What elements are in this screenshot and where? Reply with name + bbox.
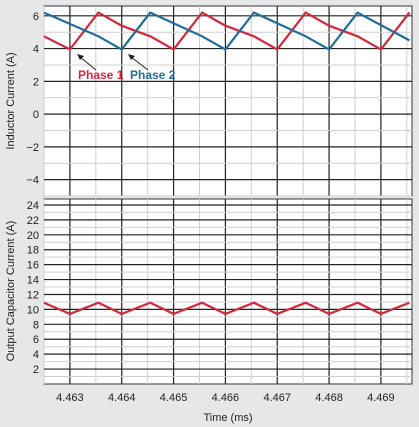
x-axis-label: Time (ms) — [203, 412, 252, 424]
x-tick-label: 4.466 — [212, 392, 240, 404]
x-tick-label: 4.464 — [108, 392, 136, 404]
bottom-y-tick-label: 6 — [33, 334, 39, 346]
phase-2-arrow — [130, 56, 149, 71]
top-y-tick-label: −2 — [26, 142, 39, 154]
bottom-y-tick-label: 4 — [33, 349, 39, 361]
x-tick-label: 4.465 — [160, 392, 188, 404]
x-tick-label: 4.467 — [263, 392, 291, 404]
bottom-y-tick-label: 24 — [27, 200, 39, 212]
bottom-plot-area — [43, 198, 413, 385]
top-plot-area — [43, 5, 413, 197]
top-y-tick-label: 4 — [33, 44, 39, 56]
top-y-tick-label: 6 — [33, 11, 39, 23]
bottom-y-tick-label: 2 — [33, 364, 39, 376]
top-y-tick-label: 2 — [33, 76, 39, 88]
x-tick-label: 4.463 — [56, 392, 84, 404]
top-series-phase-1-line — [43, 11, 411, 51]
bottom-y-tick-label: 22 — [27, 215, 39, 227]
bottom-series-output-current-line — [43, 301, 410, 316]
phase-1-arrowhead — [77, 54, 84, 60]
bottom-y-tick-label: 18 — [27, 245, 39, 257]
top-y-tick-label: 0 — [33, 109, 39, 121]
bottom-y-tick-label: 8 — [33, 319, 39, 331]
phase-2-arrowhead — [128, 54, 135, 60]
top-series-phase-2-line — [43, 11, 410, 51]
bottom-y-tick-label: 12 — [27, 289, 39, 301]
phase-1-annotation: Phase 1 — [78, 68, 124, 82]
x-tick-label: 4.469 — [367, 392, 395, 404]
top-y-tick-label: −4 — [26, 175, 39, 187]
bottom-y-tick-label: 20 — [27, 230, 39, 242]
x-tick-label: 4.468 — [315, 392, 343, 404]
bottom-y-tick-label: 16 — [27, 260, 39, 272]
phase-2-annotation: Phase 2 — [130, 68, 176, 82]
bottom-y-axis-label: Output Capacitor Current (A) — [5, 221, 17, 362]
phase-1-arrow — [79, 56, 97, 71]
top-y-axis-label: Inductor Current (A) — [5, 52, 17, 149]
bottom-y-tick-label: 14 — [27, 275, 39, 287]
bottom-y-tick-label: 10 — [27, 304, 39, 316]
